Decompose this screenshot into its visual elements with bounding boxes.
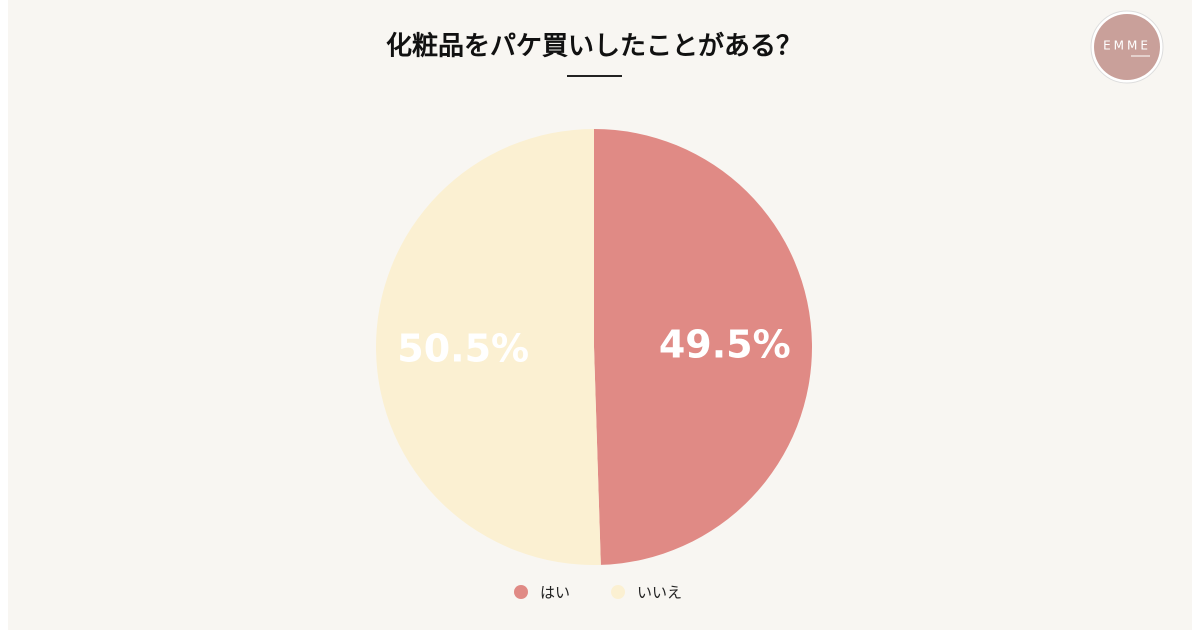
logo-text: EMME <box>1103 39 1151 53</box>
value-label: 50.5% <box>397 327 529 371</box>
pie-slice <box>594 129 812 565</box>
value-label: 49.5% <box>659 322 791 366</box>
legend-swatch <box>514 585 528 599</box>
chart-title: 化粧品をパケ買いしたことがある？ <box>386 31 802 62</box>
legend-swatch <box>611 585 626 599</box>
logo[interactable]: EMME <box>1090 10 1164 84</box>
pie-slice <box>376 129 601 565</box>
logo-circle <box>1094 14 1160 80</box>
legend-label: いいえ <box>637 584 682 602</box>
legend-label: はい <box>540 584 570 602</box>
